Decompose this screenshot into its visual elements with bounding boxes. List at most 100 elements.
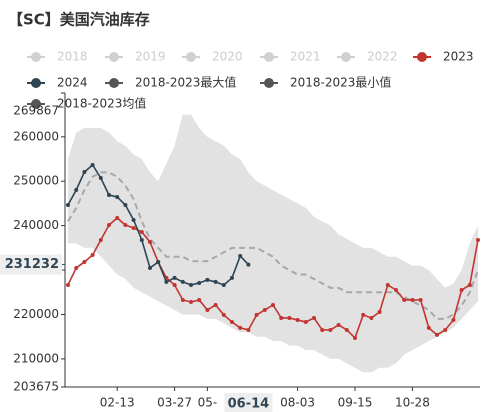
point: [197, 280, 202, 285]
legend-label: 2018-2023最小值: [290, 75, 391, 90]
point: [123, 222, 128, 227]
point: [139, 237, 144, 242]
pointer-x-label: 06-14: [228, 397, 270, 412]
legend-label: 2023: [443, 50, 474, 64]
point: [238, 325, 243, 330]
legend-marker: [31, 52, 41, 62]
point: [361, 312, 366, 317]
legend-marker: [31, 78, 41, 88]
point: [189, 282, 193, 287]
point: [213, 302, 218, 307]
point: [426, 325, 431, 330]
point: [123, 203, 128, 208]
point: [312, 315, 316, 320]
legend-label: 2024: [57, 76, 88, 90]
legend-marker: [109, 78, 119, 88]
point: [66, 282, 70, 287]
x-tick-label: 09-15: [338, 396, 373, 410]
point: [213, 279, 218, 284]
point: [107, 222, 111, 227]
x-tick-label: 02-13: [100, 396, 135, 410]
point: [344, 327, 349, 332]
point: [180, 279, 185, 284]
legend-label: 2022: [367, 50, 398, 64]
y-tick-label: 260000: [13, 129, 59, 143]
point: [98, 175, 103, 180]
point: [172, 282, 177, 287]
point: [394, 287, 398, 292]
x-tick-label: 10-28: [395, 396, 430, 410]
point: [328, 327, 333, 332]
pointer-y-label: 231232: [5, 257, 59, 272]
point: [172, 275, 177, 280]
point: [459, 288, 464, 293]
legend-label: 2021: [290, 50, 321, 64]
point: [467, 282, 472, 287]
point: [271, 302, 275, 307]
point: [443, 327, 448, 332]
y-tick-label: 240000: [13, 218, 59, 232]
point: [287, 315, 292, 320]
x-tick-label: 03-27: [157, 396, 192, 410]
point: [262, 307, 267, 312]
point: [115, 215, 120, 220]
point: [254, 312, 259, 317]
point: [66, 203, 70, 208]
point: [107, 193, 111, 198]
legend-marker: [417, 52, 427, 62]
point: [82, 259, 87, 264]
point: [205, 277, 210, 282]
legend-marker: [186, 52, 196, 62]
y-tick-label: 210000: [13, 351, 59, 365]
legend-label: 2018-2023最大值: [135, 75, 236, 90]
point: [90, 162, 95, 167]
y-tick-label: 269867: [13, 104, 59, 118]
point: [156, 259, 161, 264]
point: [238, 253, 243, 258]
x-tick-label: 05-: [198, 396, 218, 410]
point: [336, 322, 341, 327]
point: [131, 217, 136, 222]
legend-label: 2018: [57, 50, 88, 64]
point: [295, 317, 300, 322]
point: [230, 319, 234, 324]
point: [385, 282, 390, 287]
legend-label: 2020: [212, 50, 243, 64]
point: [369, 315, 374, 320]
point: [402, 297, 407, 302]
point: [189, 299, 193, 304]
point: [74, 187, 79, 192]
y-tick-label: 250000: [13, 174, 59, 188]
point: [418, 297, 423, 302]
point: [476, 237, 480, 242]
chart-title: 【SC】美国汽油库存: [8, 11, 150, 29]
point: [139, 229, 144, 234]
point: [205, 307, 210, 312]
point: [131, 225, 136, 230]
y-tick-label: 203675: [13, 380, 59, 394]
point: [435, 332, 439, 337]
point: [90, 252, 95, 257]
y-tick-label: 220000: [13, 307, 59, 321]
point: [320, 327, 325, 332]
point: [221, 312, 226, 317]
pointer-y-box: [0, 254, 62, 275]
point: [221, 282, 226, 287]
point: [246, 327, 251, 332]
point: [115, 194, 120, 199]
point: [230, 275, 234, 280]
point: [377, 309, 382, 314]
point: [279, 315, 284, 320]
legend-marker: [341, 52, 351, 62]
point: [164, 279, 169, 284]
point: [197, 297, 202, 302]
point: [180, 297, 185, 302]
x-tick-label: 08-03: [280, 396, 315, 410]
point: [98, 237, 103, 242]
point: [148, 239, 152, 244]
point: [303, 319, 308, 324]
min-area: [68, 243, 478, 387]
point: [148, 265, 152, 270]
